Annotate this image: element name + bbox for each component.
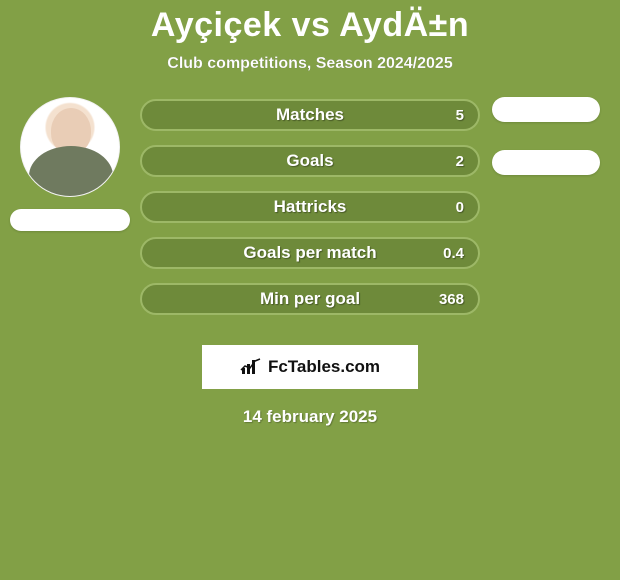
player-right-name-pill-1	[492, 97, 600, 122]
stat-label: Matches	[276, 105, 344, 125]
stat-row-min-per-goal: Min per goal 368	[140, 283, 480, 315]
page-subtitle: Club competitions, Season 2024/2025	[0, 55, 620, 73]
stat-row-hattricks: Hattricks 0	[140, 191, 480, 223]
stat-value: 5	[456, 107, 464, 124]
player-left-avatar	[20, 97, 120, 197]
stats-list: Matches 5 Goals 2 Hattricks 0 Goals per …	[140, 99, 480, 315]
stat-row-goals-per-match: Goals per match 0.4	[140, 237, 480, 269]
player-right-name-pill-2	[492, 150, 600, 175]
logo-text: FcTables.com	[268, 357, 380, 377]
stat-label: Goals	[286, 151, 333, 171]
player-left-name-pill	[10, 209, 130, 231]
stat-value: 2	[456, 153, 464, 170]
stat-label: Goals per match	[243, 243, 376, 263]
stat-label: Hattricks	[274, 197, 347, 217]
stat-row-goals: Goals 2	[140, 145, 480, 177]
stat-value: 0	[456, 199, 464, 216]
comparison-infographic: Ayçiçek vs AydÄ±n Club competitions, Sea…	[0, 0, 620, 580]
comparison-area: Matches 5 Goals 2 Hattricks 0 Goals per …	[0, 99, 620, 315]
stat-value: 368	[439, 291, 464, 308]
player-left-column	[10, 97, 130, 231]
fctables-logo: FcTables.com	[202, 345, 418, 389]
stat-label: Min per goal	[260, 289, 360, 309]
page-title: Ayçiçek vs AydÄ±n	[0, 0, 620, 45]
chart-icon	[240, 358, 262, 376]
stat-row-matches: Matches 5	[140, 99, 480, 131]
stat-value: 0.4	[443, 245, 464, 262]
player-right-column	[492, 97, 600, 175]
infographic-date: 14 february 2025	[0, 407, 620, 427]
